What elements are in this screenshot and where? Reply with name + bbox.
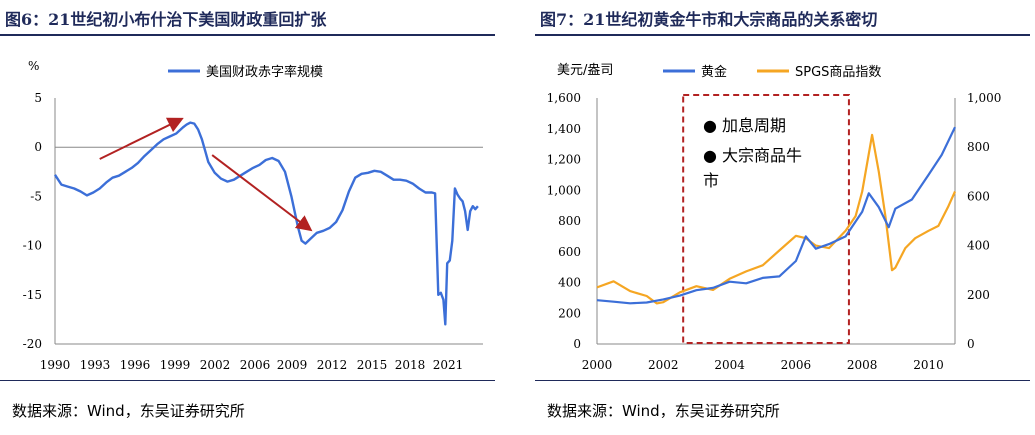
left-bottom-divider <box>0 380 495 381</box>
annotation-commodity-bull: ● 大宗商品牛 <box>703 146 802 165</box>
left-x-tick-label: 1990 <box>40 358 71 372</box>
right-right-y-tick-label: 400 <box>967 239 990 253</box>
left-panel: 图6：21世纪初小布什治下美国财政重回扩张 % 5 0 -5 -10 -15 -20 1990… <box>0 0 500 435</box>
annotation-commodity-bull-cont: 市 <box>703 171 719 190</box>
right-x-tick-label: 2000 <box>582 358 613 372</box>
left-x-tick-label: 2018 <box>395 358 426 372</box>
left-y-tick-label: -5 <box>30 189 42 203</box>
left-x-tick-label: 2012 <box>317 358 348 372</box>
right-x-tick-label: 2004 <box>714 358 745 372</box>
left-source: 数据来源：Wind，东吴证券研究所 <box>12 402 245 420</box>
right-right-y-tick-label: 0 <box>967 337 975 351</box>
spgs-legend-label: SPGS商品指数 <box>795 65 881 80</box>
left-y-unit: % <box>28 59 39 73</box>
right-left-y-tick-label: 200 <box>558 306 581 320</box>
left-x-tick-label: 2002 <box>200 358 231 372</box>
right-left-y-tick-label: 400 <box>558 276 581 290</box>
expansion-arrow <box>99 117 184 160</box>
left-x-tick-label: 1999 <box>160 358 191 372</box>
left-y-tick-label: -10 <box>23 239 42 253</box>
right-left-y-tick-label: 1,400 <box>547 122 581 136</box>
right-right-y-tick-label: 1,000 <box>967 91 1001 105</box>
annotation-rate-hike: ● 加息周期 <box>703 116 786 135</box>
right-left-y-tick-label: 1,600 <box>547 91 581 105</box>
left-chart-title: 图6：21世纪初小布什治下美国财政重回扩张 <box>5 10 327 29</box>
right-chart-title: 图7：21世纪初黄金牛市和大宗商品的关系密切 <box>540 10 878 29</box>
right-left-y-tick-label: 1,200 <box>547 153 581 167</box>
right-right-y-tick-label: 600 <box>967 189 990 203</box>
right-x-tick-label: 2006 <box>781 358 812 372</box>
left-x-tick-label: 2021 <box>433 358 464 372</box>
right-left-y-tick-label: 0 <box>573 337 581 351</box>
right-source: 数据来源：Wind，东吴证券研究所 <box>547 402 780 420</box>
left-y-tick-label: -20 <box>23 337 42 351</box>
right-x-tick-label: 2010 <box>913 358 944 372</box>
left-x-tick-label: 2009 <box>277 358 308 372</box>
right-panel: 图7：21世纪初黄金牛市和大宗商品的关系密切 美元/盎司 黄金 SPGS商品指数 0 2… <box>535 0 1035 435</box>
contraction-arrow <box>211 154 313 232</box>
right-right-y-tick-label: 200 <box>967 288 990 302</box>
left-y-tick-label: 0 <box>34 140 42 154</box>
left-legend-label: 美国财政赤字率规模 <box>206 64 323 80</box>
right-y-unit: 美元/盎司 <box>557 63 613 78</box>
right-bottom-divider <box>535 380 1030 381</box>
right-x-tick-label: 2002 <box>648 358 679 372</box>
gold-price-line <box>596 126 956 305</box>
left-x-tick-label: 2006 <box>240 358 271 372</box>
right-right-y-tick-label: 800 <box>967 140 990 154</box>
left-y-tick-label: 5 <box>34 91 42 105</box>
deficit-ratio-line <box>53 121 479 326</box>
rate-hike-period-box <box>682 94 850 344</box>
gold-legend-label: 黄金 <box>701 64 727 80</box>
right-left-y-tick-label: 1,000 <box>547 183 581 197</box>
right-x-tick-label: 2008 <box>847 358 878 372</box>
right-chart: 美元/盎司 黄金 SPGS商品指数 0 200 400 600 800 1,000 1,200 1,… <box>547 63 1002 372</box>
left-chart: % 5 0 -5 -10 -15 -20 1990 1993 1996 1999 2002 2006 20… <box>23 59 483 372</box>
spgs-index-line <box>596 133 957 305</box>
left-title-divider <box>0 34 495 36</box>
right-left-y-tick-label: 800 <box>558 214 581 228</box>
left-x-tick-label: 1993 <box>80 358 111 372</box>
right-title-divider <box>535 34 1030 36</box>
left-y-tick-label: -15 <box>23 288 42 302</box>
left-x-tick-label: 1996 <box>120 358 151 372</box>
left-x-tick-label: 2015 <box>357 358 388 372</box>
right-left-y-tick-label: 600 <box>558 245 581 259</box>
